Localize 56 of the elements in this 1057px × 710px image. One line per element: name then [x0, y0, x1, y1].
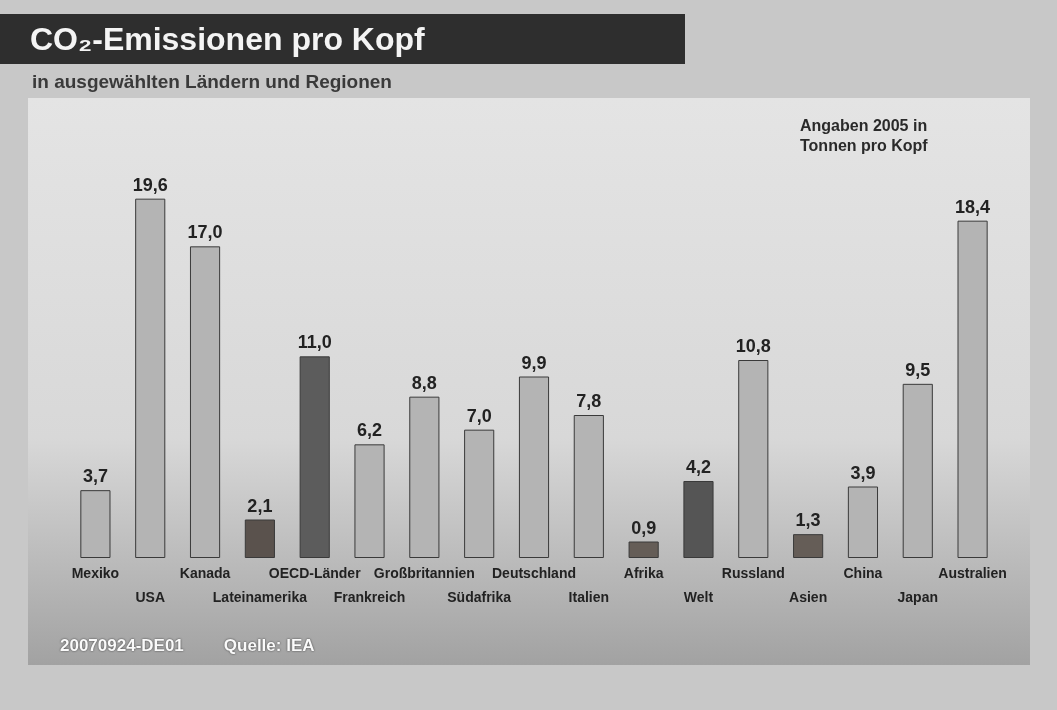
data-label: 4,2: [685, 457, 711, 477]
bar: [902, 383, 933, 558]
x-tick-label: Lateinamerika: [212, 589, 308, 605]
x-tick-label: Japan: [897, 589, 938, 605]
x-tick-label: Afrika: [623, 565, 664, 581]
data-label: 10,8: [735, 336, 771, 356]
chart-subtitle: in ausgewählten Ländern und Regionen: [32, 70, 392, 94]
bar: [847, 486, 879, 558]
bar: [573, 415, 604, 558]
data-label: 7,0: [466, 405, 492, 426]
bar: [80, 490, 111, 558]
x-tick-label: China: [843, 565, 883, 581]
x-tick-label: Asien: [789, 589, 828, 605]
bar: [683, 481, 714, 558]
x-tick-label: OECD-Länder: [268, 565, 362, 581]
data-label: 9,9: [521, 352, 547, 373]
bar: [354, 444, 385, 558]
x-tick-label: Frankreich: [333, 589, 406, 605]
data-label: 3,9: [850, 462, 876, 483]
x-tick-label: Südafrika: [447, 589, 512, 605]
bar: [957, 220, 988, 558]
data-label: 1,3: [795, 510, 821, 531]
x-tick-label: Italien: [568, 589, 610, 605]
x-tick-label: USA: [135, 589, 166, 605]
bar: [518, 376, 550, 558]
data-label: 17,0: [187, 222, 223, 243]
x-tick-label: Welt: [683, 589, 714, 605]
data-label: 2,1: [247, 495, 273, 516]
bar: [189, 246, 221, 558]
bar: [409, 396, 440, 558]
x-tick-label: Großbritannien: [373, 565, 475, 581]
data-label: 19,6: [132, 174, 168, 195]
x-tick-label: Kanada: [179, 565, 231, 581]
data-label: 8,8: [411, 372, 437, 393]
data-label: 11,0: [297, 332, 332, 353]
bar: [244, 519, 275, 558]
x-tick-label: Deutschland: [491, 565, 577, 581]
bar: [738, 360, 769, 558]
text: 20070924-DE01: [60, 636, 184, 656]
x-tick-label: Australien: [938, 565, 1007, 581]
data-label: 18,4: [955, 196, 991, 217]
bar: [793, 534, 824, 558]
data-label: 3,7: [82, 466, 108, 487]
bar: [135, 198, 166, 558]
bar: [628, 541, 659, 558]
x-tick-label: Mexiko: [71, 565, 120, 581]
chart-title: CO₂-Emissionen pro Kopf: [30, 20, 425, 58]
bar: [299, 356, 330, 558]
bar: [464, 429, 495, 558]
x-tick-label: Russland: [721, 565, 785, 581]
text: Angaben 2005 in Tonnen pro Kopf: [800, 116, 929, 156]
data-label: 6,2: [357, 420, 383, 441]
data-label: 7,8: [576, 391, 602, 411]
data-label: 9,5: [905, 359, 931, 380]
source-note: Quelle: IEA: [223, 636, 315, 656]
data-label: 0,9: [631, 517, 657, 538]
